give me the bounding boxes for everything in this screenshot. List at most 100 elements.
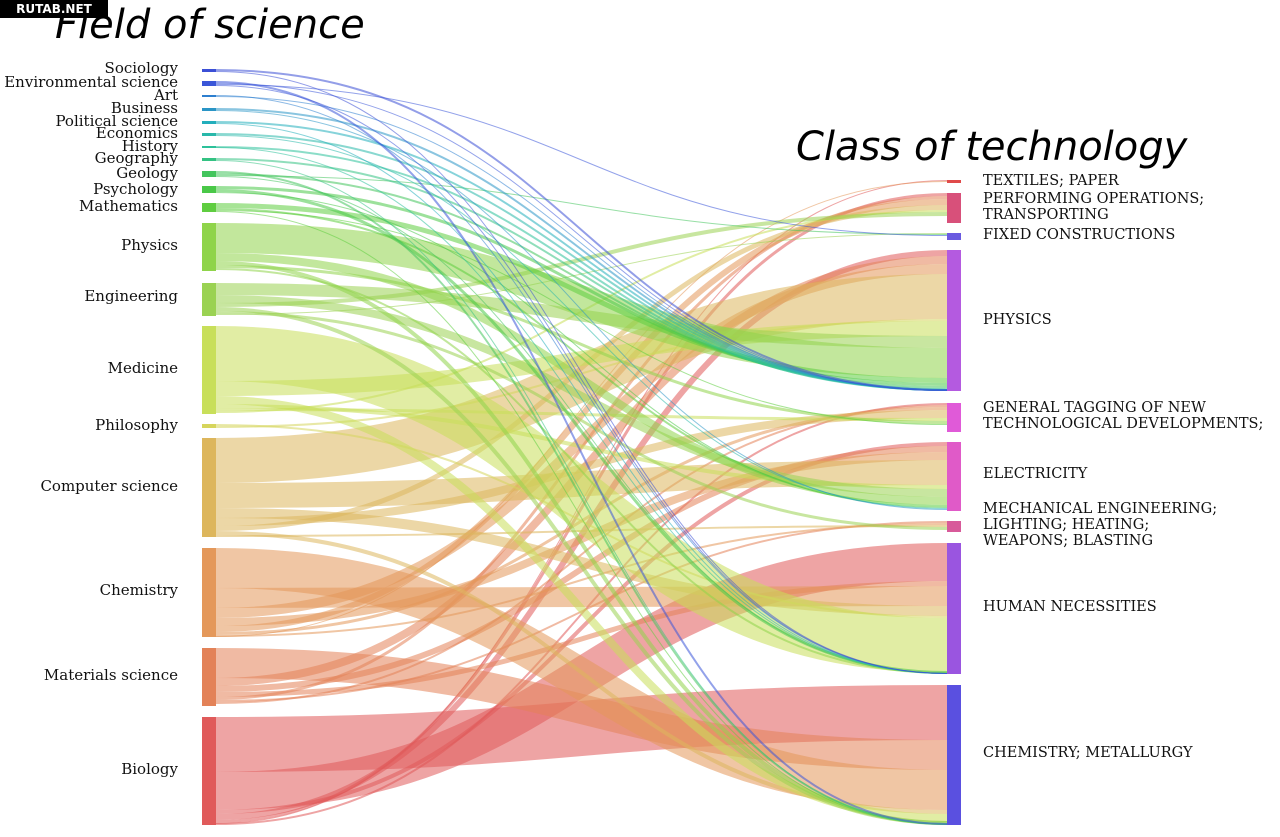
target-node [947,193,961,223]
flow-link [215,548,948,810]
target-label-line: PHYSICS [983,312,1052,328]
target-label-line: HUMAN NECESSITIES [983,599,1157,615]
target-label-line: TRANSPORTING [983,207,1109,223]
flow-link [215,71,948,674]
source-label: History [122,137,179,155]
flow-link [215,84,948,236]
source-node [202,108,216,111]
target-label-line: CHEMISTRY; METALLURGY [983,745,1193,761]
target-node [947,685,961,825]
source-label: Environmental science [4,73,178,91]
source-label: Chemistry [100,581,179,599]
source-label: Biology [121,760,178,778]
flow-link [215,211,948,825]
target-label-line: WEAPONS; BLASTING [983,533,1153,549]
source-node [202,133,216,136]
source-label: Art [153,86,178,104]
source-label: Psychology [93,180,178,198]
source-label: Geology [116,164,178,182]
source-node [202,171,216,177]
target-label: GENERAL TAGGING OF NEW TECHNOLOGICAL DEVE… [983,400,1263,432]
flow-link [215,81,948,825]
source-label: Physics [121,236,178,254]
flow-link [215,648,948,770]
target-label-line: GENERAL TAGGING OF NEW [983,400,1206,416]
target-label: HUMAN NECESSITIES [983,599,1157,615]
right-title: Class of technology [796,124,1189,170]
target-node [947,442,961,511]
target-label-line: PERFORMING OPERATIONS; [983,191,1204,207]
flow-link [215,210,948,425]
watermark-badge: RUTAB.NET [0,0,108,18]
source-label: Engineering [84,287,178,305]
flow-link [215,176,948,674]
source-label: Materials science [44,666,178,684]
flow-link [215,223,948,378]
target-node [947,233,961,240]
target-node [947,403,961,432]
source-label: Mathematics [79,197,178,215]
source-label: Geography [95,149,179,167]
source-label: Political science [55,112,178,130]
flow-link [215,408,948,421]
target-label: ELECTRICITY [983,466,1088,482]
source-nodes [202,69,216,825]
source-node [202,438,216,537]
target-labels: TEXTILES; PAPER PERFORMING OPERATIONS; TRA… [983,173,1263,761]
flow-link [215,123,948,674]
source-node [202,158,216,161]
source-node [202,648,216,706]
target-label-line: TECHNOLOGICAL DEVELOPMENTS; [983,416,1263,432]
source-label: Economics [96,124,178,142]
flow-link [215,147,948,674]
flow-link [215,203,948,383]
flow-link [215,523,948,637]
source-label: Computer science [40,477,178,495]
target-label-line: LIGHTING; HEATING; [983,517,1149,533]
target-label-line: FIXED CONSTRUCTIONS [983,227,1175,243]
target-label: TEXTILES; PAPER [983,173,1120,189]
source-node [202,121,216,124]
flow-link [215,268,948,674]
target-nodes [947,180,961,825]
source-node [202,283,216,316]
source-node [202,223,216,271]
target-label-line: MECHANICAL ENGINEERING; [983,501,1217,517]
source-label: Philosophy [95,416,178,434]
source-label: Sociology [105,59,179,77]
source-node [202,326,216,414]
source-node [202,424,216,428]
target-node [947,521,961,532]
flow-link [215,265,948,424]
source-node [202,146,216,148]
flow-link [215,110,948,510]
flow-link [215,175,948,235]
flow-link [215,212,948,307]
source-node [202,203,216,212]
flow-link [215,181,948,637]
flow-links [215,69,948,825]
source-node [202,81,216,86]
source-node [202,717,216,825]
flow-link [215,83,948,391]
target-node [947,543,961,674]
flow-link [215,96,948,391]
source-node [202,548,216,637]
flow-link [215,685,948,772]
source-node [202,186,216,193]
flow-link [215,261,948,825]
source-node [202,95,216,97]
target-label: PHYSICS [983,312,1052,328]
source-label: Medicine [108,359,178,377]
target-node [947,180,961,183]
target-label: MECHANICAL ENGINEERING; LIGHTING; HEATING… [983,501,1217,549]
target-label: FIXED CONSTRUCTIONS [983,227,1175,243]
flow-link [215,307,948,825]
target-label: PERFORMING OPERATIONS; TRANSPORTING [983,191,1204,223]
source-node [202,69,216,72]
target-label: CHEMISTRY; METALLURGY [983,745,1193,761]
source-label: Business [111,99,178,117]
target-label-line: ELECTRICITY [983,466,1088,482]
